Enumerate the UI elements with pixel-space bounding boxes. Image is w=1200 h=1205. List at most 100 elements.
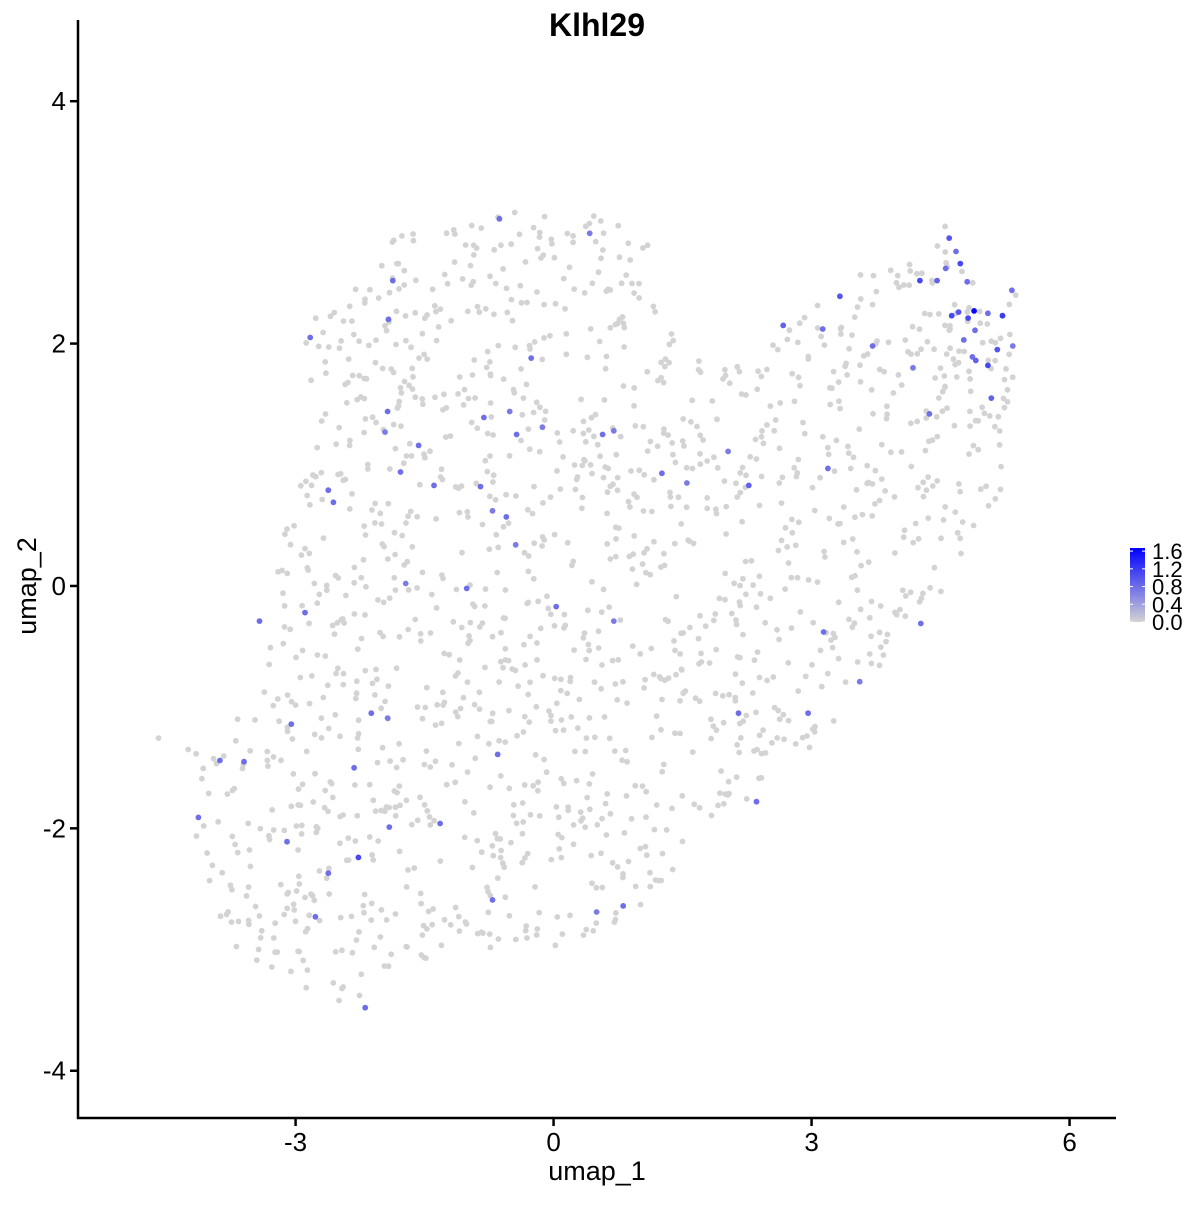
cell-point (299, 647, 306, 654)
cell-point (846, 345, 852, 352)
cell-point (992, 339, 999, 346)
cell-point (642, 676, 648, 683)
cell-point (582, 748, 589, 755)
cell-point (918, 595, 925, 602)
cell-point (725, 778, 732, 785)
cell-point (429, 921, 436, 928)
cell-point (614, 474, 621, 481)
cell-point (441, 391, 447, 398)
expressing-cell-point (477, 483, 484, 490)
cell-point (487, 784, 493, 791)
cell-point (549, 240, 555, 247)
cell-point (554, 430, 561, 436)
cell-point (468, 282, 475, 289)
cell-point (964, 309, 971, 315)
cell-point (551, 254, 558, 261)
cell-point (487, 273, 493, 280)
cell-point (602, 365, 609, 372)
cell-point (694, 423, 700, 430)
cell-point (318, 735, 325, 741)
cell-point (857, 272, 864, 278)
cell-point (814, 302, 821, 309)
cell-point (319, 496, 326, 503)
cell-point (760, 727, 766, 733)
cell-point (380, 599, 387, 606)
cell-point (653, 713, 660, 720)
cell-point (772, 417, 779, 423)
cell-point (390, 237, 397, 244)
cell-point (587, 326, 594, 332)
cell-point (264, 748, 271, 755)
cell-point (652, 877, 659, 883)
cell-point (598, 685, 605, 692)
cell-point (337, 914, 344, 921)
cell-point (570, 239, 576, 246)
cell-point (632, 883, 639, 890)
cell-point (582, 223, 589, 230)
cell-point (661, 426, 667, 432)
cell-point (868, 633, 874, 640)
cell-point (399, 233, 405, 239)
cell-point (353, 678, 360, 685)
cell-point (510, 801, 517, 808)
expressing-cell-point (494, 751, 501, 758)
cell-point (678, 521, 685, 527)
cell-point (496, 737, 502, 744)
expressing-cell-point (735, 710, 742, 717)
cell-point (870, 272, 877, 279)
cell-point (996, 442, 1003, 448)
cell-point (597, 218, 604, 224)
cell-point (534, 926, 541, 932)
expressing-cell-point (385, 316, 392, 323)
cell-point (378, 262, 385, 269)
cell-point (440, 702, 446, 708)
cell-point (713, 510, 720, 517)
cell-point (490, 479, 496, 485)
expressing-cell-point (988, 395, 995, 401)
cell-point (625, 240, 632, 247)
expressing-cell-point (599, 431, 606, 438)
cell-point (519, 830, 526, 837)
cell-point (372, 808, 379, 814)
cell-point (513, 493, 519, 499)
cell-point (736, 368, 743, 375)
cell-point (482, 664, 488, 671)
cell-point (714, 416, 720, 423)
cell-point (648, 508, 655, 515)
cell-point (789, 529, 796, 536)
cell-point (339, 947, 345, 954)
cell-point (281, 911, 288, 918)
cell-point (406, 440, 413, 447)
cell-point (627, 257, 634, 263)
cell-point (732, 694, 739, 701)
cell-point (393, 341, 399, 348)
cell-point (498, 629, 504, 636)
cell-point (351, 564, 358, 571)
cell-point (514, 732, 520, 739)
cell-point (312, 473, 319, 480)
cell-point (706, 660, 713, 666)
cell-point (851, 314, 858, 320)
cell-point (622, 747, 629, 754)
cell-point (679, 438, 686, 444)
cell-point (246, 921, 252, 928)
cell-point (452, 231, 458, 238)
cell-point (981, 410, 988, 417)
cell-point (345, 356, 352, 362)
cell-point (1012, 292, 1019, 298)
cell-point (458, 624, 465, 631)
cell-point (589, 470, 595, 477)
cell-point (353, 937, 360, 943)
cell-point (408, 344, 414, 351)
expressing-cell-point (415, 442, 422, 449)
cell-point (373, 337, 379, 344)
cell-point (346, 442, 353, 449)
cell-point (298, 552, 305, 558)
cell-point (652, 308, 658, 315)
cell-point (902, 337, 909, 343)
cell-point (555, 831, 561, 838)
cell-point (381, 808, 388, 815)
cell-point (726, 790, 732, 797)
x-tick-label: 3 (804, 1127, 818, 1157)
cell-point (979, 404, 985, 411)
